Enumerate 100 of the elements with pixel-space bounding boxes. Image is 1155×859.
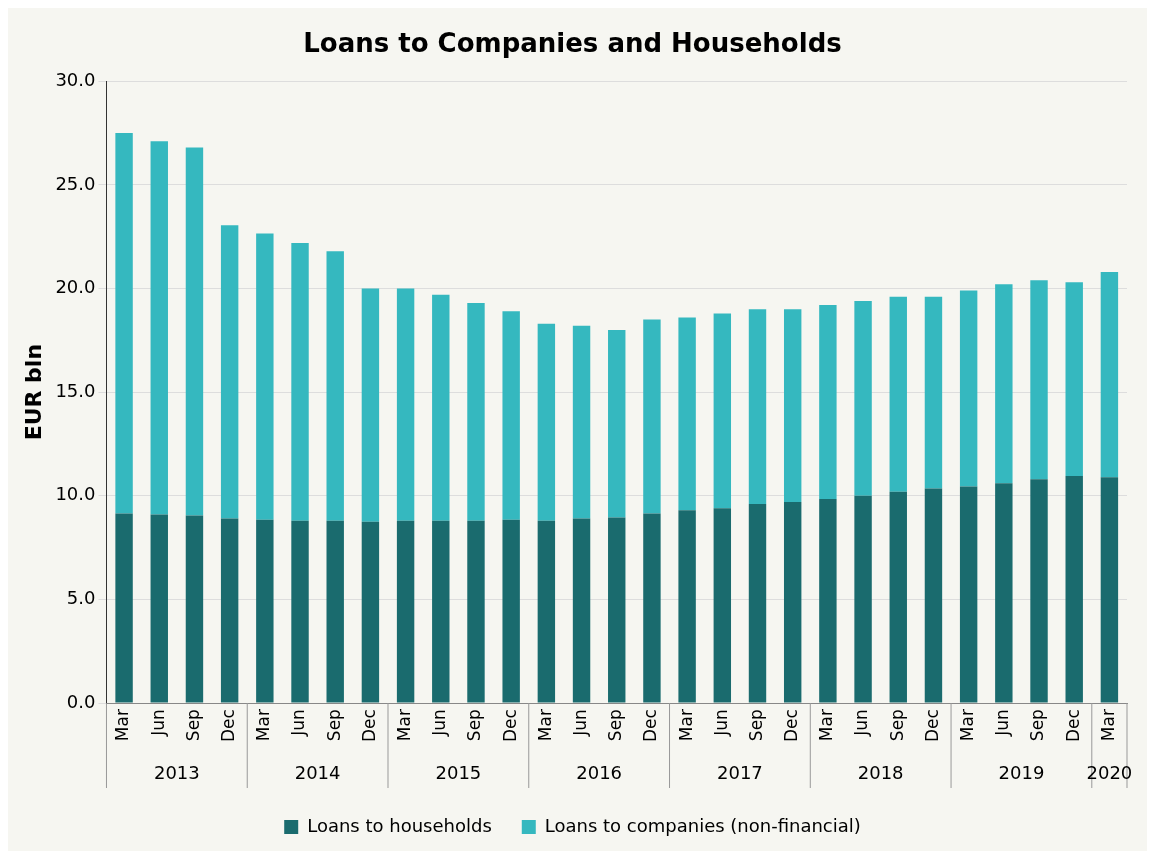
bar bbox=[467, 303, 485, 521]
bar bbox=[889, 296, 907, 492]
bar bbox=[783, 502, 802, 703]
x-tick-label: Mar bbox=[816, 709, 837, 742]
bar bbox=[502, 519, 520, 703]
text: 2013 bbox=[153, 761, 200, 783]
bar bbox=[995, 284, 1013, 484]
bar bbox=[854, 495, 872, 703]
bar bbox=[467, 520, 485, 703]
bar bbox=[819, 498, 837, 703]
x-tick-label: Dec bbox=[358, 709, 379, 743]
bar bbox=[572, 518, 591, 703]
x-tick-label: Mar bbox=[112, 709, 133, 742]
x-tick-label: Mar bbox=[957, 709, 978, 742]
bar bbox=[678, 317, 696, 511]
x-tick-label: Sep bbox=[886, 709, 907, 742]
bar bbox=[361, 521, 380, 703]
bar bbox=[643, 319, 661, 514]
bar bbox=[115, 513, 133, 703]
y-tick-label: 25.0 bbox=[55, 172, 96, 194]
text: 2014 bbox=[294, 761, 341, 783]
x-tick-label: Mar bbox=[675, 709, 696, 742]
bar bbox=[537, 323, 556, 521]
y-tick-label: 15.0 bbox=[55, 379, 96, 401]
bar bbox=[361, 288, 380, 522]
bar bbox=[185, 147, 204, 516]
text: 2015 bbox=[435, 761, 482, 783]
y-tick-label: 0.0 bbox=[66, 690, 96, 712]
bar bbox=[432, 520, 450, 703]
bar bbox=[713, 508, 732, 703]
chart-title: Loans to Companies and Households bbox=[303, 28, 842, 59]
bar bbox=[608, 517, 626, 703]
x-tick-label: Jun bbox=[992, 709, 1013, 737]
bar bbox=[256, 519, 274, 703]
bar bbox=[889, 491, 907, 703]
legend-label: Loans to households bbox=[307, 814, 492, 836]
x-tick-label: Dec bbox=[499, 709, 520, 743]
bar bbox=[1100, 477, 1119, 703]
bar bbox=[150, 514, 168, 703]
bar bbox=[819, 305, 837, 499]
x-tick-label: Sep bbox=[323, 709, 344, 742]
text: 2017 bbox=[717, 761, 763, 783]
x-tick-label: Jun bbox=[147, 709, 168, 737]
text: 2018 bbox=[857, 761, 904, 783]
x-tick-label: Sep bbox=[745, 709, 766, 742]
bar bbox=[502, 311, 520, 520]
x-tick-label: Sep bbox=[464, 709, 485, 742]
x-tick-label: Jun bbox=[569, 709, 590, 737]
y-tick-label: 10.0 bbox=[55, 483, 96, 505]
x-tick-label: Sep bbox=[1027, 709, 1048, 742]
bar bbox=[256, 233, 274, 520]
bar bbox=[326, 251, 344, 521]
x-tick-label: Jun bbox=[288, 709, 309, 737]
bar bbox=[220, 518, 239, 703]
bar bbox=[396, 520, 415, 703]
bar bbox=[1100, 271, 1119, 478]
x-tick-label: Dec bbox=[921, 709, 942, 743]
text: 2016 bbox=[576, 761, 623, 783]
x-tick-label: Mar bbox=[394, 709, 415, 742]
bar bbox=[678, 510, 696, 703]
x-tick-label: Dec bbox=[781, 709, 802, 743]
bar bbox=[1065, 476, 1083, 703]
bar bbox=[432, 294, 450, 521]
bar bbox=[1065, 282, 1083, 477]
x-tick-label: Dec bbox=[218, 709, 239, 743]
bar bbox=[150, 141, 168, 515]
bar bbox=[854, 300, 872, 496]
bar bbox=[748, 309, 767, 505]
x-tick-label: Jun bbox=[429, 709, 450, 737]
y-axis-title: EUR bln bbox=[20, 343, 46, 441]
y-tick-label: 30.0 bbox=[55, 68, 96, 90]
bar bbox=[924, 488, 943, 703]
text: 2019 bbox=[998, 761, 1045, 783]
bar bbox=[537, 520, 556, 703]
x-tick-label: Sep bbox=[182, 709, 203, 742]
bar bbox=[291, 520, 309, 703]
bar bbox=[185, 515, 204, 703]
bar bbox=[291, 242, 309, 521]
bar bbox=[643, 513, 661, 703]
bar bbox=[326, 520, 344, 703]
bar bbox=[396, 288, 415, 521]
bar bbox=[924, 296, 943, 489]
legend-label: Loans to companies (non-financial) bbox=[544, 814, 861, 836]
bar bbox=[783, 309, 802, 503]
bar bbox=[1030, 280, 1048, 480]
x-tick-label: Sep bbox=[605, 709, 626, 742]
bar bbox=[959, 290, 978, 487]
x-tick-label: Jun bbox=[851, 709, 872, 737]
bar bbox=[748, 504, 767, 703]
y-tick-label: 5.0 bbox=[66, 587, 96, 609]
text: 2020 bbox=[1086, 761, 1133, 783]
x-tick-label: Jun bbox=[710, 709, 731, 737]
bar bbox=[713, 313, 732, 509]
x-tick-label: Dec bbox=[1062, 709, 1083, 743]
bar bbox=[220, 225, 239, 519]
y-tick-label: 20.0 bbox=[55, 276, 96, 298]
bar bbox=[115, 133, 133, 514]
x-tick-label: Mar bbox=[253, 709, 274, 742]
bar bbox=[572, 325, 591, 519]
bar bbox=[608, 329, 626, 518]
